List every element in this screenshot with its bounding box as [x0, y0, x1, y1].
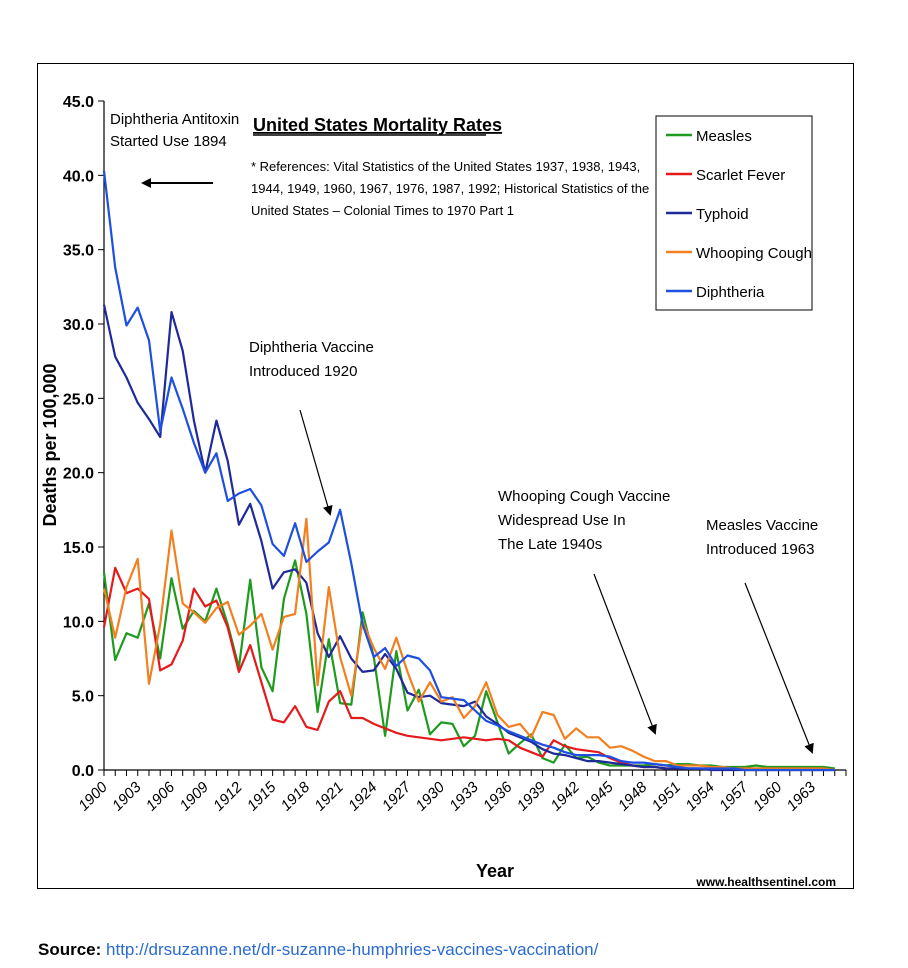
annotation-text: The Late 1940s	[498, 536, 602, 553]
x-tick-label: 1900	[75, 778, 111, 814]
x-tick-label: 1912	[210, 778, 246, 814]
y-tick-label: 0.0	[72, 763, 94, 780]
y-axis-title: Deaths per 100,000	[40, 363, 60, 526]
x-tick-label: 1903	[109, 778, 145, 814]
x-tick-label: 1933	[446, 778, 482, 814]
x-tick-label: 1930	[412, 778, 448, 814]
x-tick-label: 1939	[514, 778, 550, 814]
legend-label: Typhoid	[696, 206, 749, 223]
annotation-text: Introduced 1920	[249, 363, 357, 380]
references-line: 1944, 1949, 1960, 1967, 1976, 1987, 1992…	[251, 181, 649, 196]
y-tick-label: 15.0	[63, 540, 94, 557]
y-tick-label: 30.0	[63, 317, 94, 334]
x-tick-label: 1957	[716, 778, 752, 814]
legend-label: Diphtheria	[696, 284, 765, 301]
x-tick-label: 1936	[480, 778, 516, 814]
series-line-diphtheria	[102, 170, 835, 772]
watermark-text: www.healthsentinel.com	[695, 875, 836, 889]
y-tick-label: 5.0	[72, 689, 94, 706]
annotation-text: Diphtheria Antitoxin	[110, 111, 239, 128]
annotation-text: Introduced 1963	[706, 541, 814, 558]
chart-frame	[37, 63, 854, 889]
annotation-text: Widespread Use In	[498, 512, 626, 529]
source-link[interactable]: http://drsuzanne.net/dr-suzanne-humphrie…	[106, 940, 599, 959]
annotation-text: Whooping Cough Vaccine	[498, 488, 670, 505]
y-tick-label: 35.0	[63, 243, 94, 260]
source-label: Source:	[38, 940, 102, 959]
y-tick-label: 20.0	[63, 466, 94, 483]
legend-label: Measles	[696, 128, 752, 145]
x-tick-label: 1945	[581, 778, 617, 814]
x-tick-label: 1942	[547, 778, 583, 814]
x-tick-label: 1948	[615, 778, 651, 814]
x-tick-label: 1909	[176, 778, 212, 814]
x-tick-label: 1924	[345, 779, 381, 815]
annotation-text: Measles Vaccine	[706, 517, 818, 534]
series-line-whooping-cough	[102, 517, 835, 772]
series-line-measles	[102, 559, 835, 770]
x-tick-label: 1927	[379, 778, 415, 814]
source-line: Source: http://drsuzanne.net/dr-suzanne-…	[38, 940, 598, 960]
x-tick-label: 1954	[682, 779, 718, 815]
x-tick-label: 1951	[649, 779, 685, 815]
annotation-text: Diphtheria Vaccine	[249, 339, 374, 356]
x-tick-label: 1960	[750, 778, 786, 814]
series-line-typhoid	[102, 304, 835, 772]
arrow-whooping-vaccine	[593, 573, 657, 735]
annotation-text: Started Use 1894	[110, 133, 227, 150]
x-tick-label: 1918	[278, 778, 314, 814]
x-tick-label: 1963	[783, 778, 819, 814]
chart-title: United States Mortality Rates	[253, 115, 502, 135]
legend-label: Whooping Cough	[696, 245, 812, 262]
arrow-diphtheria-vaccine	[299, 409, 333, 516]
y-tick-label: 40.0	[63, 168, 94, 185]
arrow-measles-vaccine	[744, 582, 814, 754]
y-tick-label: 10.0	[63, 614, 94, 631]
y-tick-label: 45.0	[63, 94, 94, 111]
x-tick-label: 1906	[143, 778, 179, 814]
x-tick-label: 1915	[244, 778, 280, 814]
x-axis-title: Year	[476, 861, 514, 881]
references-line: * References: Vital Statistics of the Un…	[251, 159, 640, 174]
x-tick-label: 1921	[311, 779, 347, 815]
legend-label: Scarlet Fever	[696, 167, 785, 184]
references-line: United States – Colonial Times to 1970 P…	[251, 203, 514, 218]
y-tick-label: 25.0	[63, 391, 94, 408]
